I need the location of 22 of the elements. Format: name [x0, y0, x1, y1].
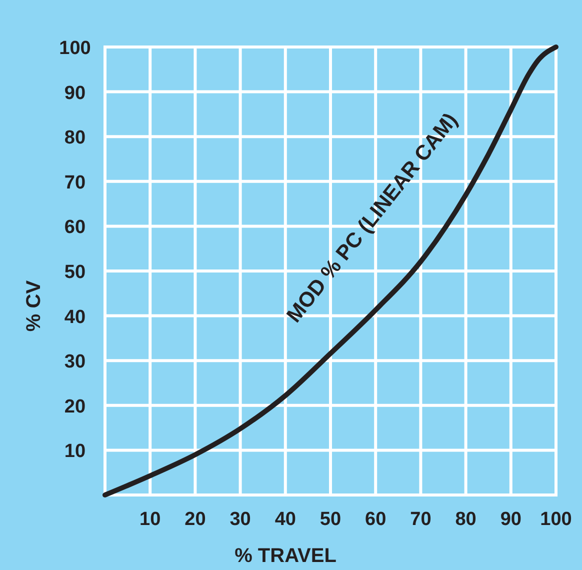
x-tick-label: 20 [184, 509, 206, 530]
x-tick-label: 100 [540, 509, 572, 530]
y-tick-label: 10 [64, 441, 86, 462]
y-tick-label: 70 [64, 172, 86, 194]
y-tick-label: 30 [64, 352, 86, 373]
y-tick-label: 40 [64, 306, 86, 328]
y-tick-label: 90 [64, 82, 86, 104]
y-tick-label: 50 [64, 262, 86, 283]
x-tick-label: 40 [274, 509, 296, 530]
y-axis-title: % CV [23, 280, 45, 332]
x-tick-label: 50 [320, 509, 342, 530]
x-tick-label: 60 [365, 509, 386, 530]
x-axis-title: % TRAVEL [234, 545, 336, 567]
y-tick-label: 20 [64, 396, 86, 418]
x-tick-label: 30 [230, 509, 251, 530]
x-tick-label: 70 [410, 509, 432, 530]
x-tick-label: 80 [455, 509, 476, 530]
y-tick-label: 60 [64, 217, 86, 238]
y-tick-label: 100 [59, 38, 91, 59]
x-tick-label: 90 [500, 509, 522, 530]
y-tick-label: 80 [64, 128, 86, 149]
x-tick-label: 10 [140, 509, 161, 530]
